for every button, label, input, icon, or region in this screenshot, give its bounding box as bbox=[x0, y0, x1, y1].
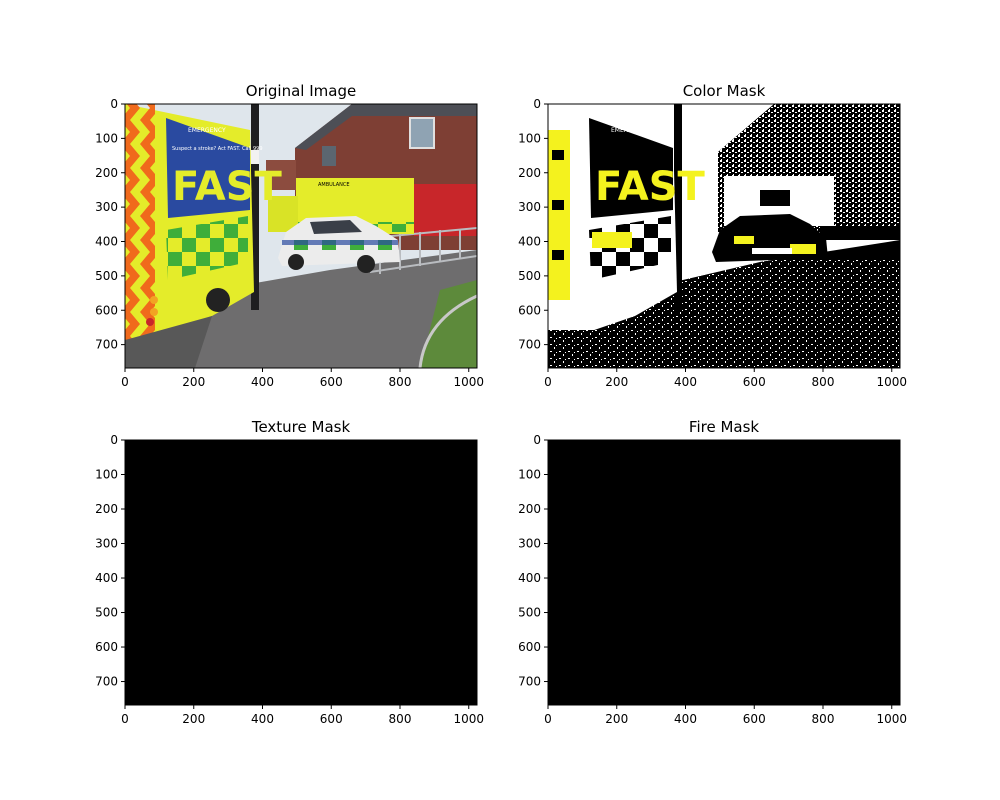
panel-0-xtick-label: 800 bbox=[389, 375, 412, 389]
panel-0-ytick-label: 500 bbox=[95, 269, 118, 283]
panel-0-xtick-label: 0 bbox=[121, 375, 129, 389]
panel-3-ytick-label: 0 bbox=[533, 433, 541, 447]
panel-2-ytick-label: 300 bbox=[95, 537, 118, 551]
panel-3-xtick-label: 1000 bbox=[876, 712, 907, 726]
photo-fast-text: FAST bbox=[172, 164, 283, 210]
panel-3-axes: Fire Mask 0 200 400 600 800 1000 0 100 200 300 400 5… bbox=[518, 418, 907, 726]
panel-1-ytick-label: 700 bbox=[518, 338, 541, 352]
panel-0-axes: Original Image 0 200 400 600 800 1000 0 100 200 30… bbox=[95, 82, 484, 389]
panel-fire-mask bbox=[548, 440, 900, 705]
panel-2-xtick-label: 0 bbox=[121, 712, 129, 726]
panel-1-ytick-label: 0 bbox=[533, 97, 541, 111]
panel-0-ytick-label: 700 bbox=[95, 338, 118, 352]
panel-2-ytick-label: 100 bbox=[95, 468, 118, 482]
panel-3-ytick-label: 100 bbox=[518, 468, 541, 482]
panel-0-xtick-label: 1000 bbox=[453, 375, 484, 389]
panel-1-xtick-label: 200 bbox=[605, 375, 628, 389]
panel-1-xtick-label: 1000 bbox=[876, 375, 907, 389]
panel-3-ytick-label: 400 bbox=[518, 571, 541, 585]
photo-ambulance-text: AMBULANCE bbox=[318, 182, 350, 188]
panel-color-mask: FAST EMERGENCY bbox=[548, 104, 900, 368]
panel-3-xtick-label: 800 bbox=[812, 712, 835, 726]
panel-3-frame bbox=[547, 439, 901, 706]
panel-2-xtick-label: 600 bbox=[320, 712, 343, 726]
panel-3-ytick-label: 300 bbox=[518, 537, 541, 551]
panel-0-xtick-label: 600 bbox=[320, 375, 343, 389]
panel-2-ytick-label: 600 bbox=[95, 640, 118, 654]
panel-original-image: AMBULANCE FAST EMERGENCY Suspect bbox=[125, 104, 477, 368]
panel-3-title: Fire Mask bbox=[689, 418, 759, 436]
panel-2-xtick-label: 800 bbox=[389, 712, 412, 726]
panel-2-axes: Texture Mask 0 200 400 600 800 1000 0 100 200 300 4… bbox=[95, 418, 484, 726]
panel-3-ytick-label: 500 bbox=[518, 606, 541, 620]
panel-1-ytick-label: 300 bbox=[518, 200, 541, 214]
panel-0-ytick-label: 600 bbox=[95, 303, 118, 317]
panel-3-xtick-label: 0 bbox=[544, 712, 552, 726]
panel-3-xtick-label: 400 bbox=[674, 712, 697, 726]
panel-0-frame bbox=[124, 103, 478, 369]
panel-2-xtick-label: 400 bbox=[251, 712, 274, 726]
panel-1-xtick-label: 600 bbox=[743, 375, 766, 389]
mask-emergency-text: EMERGENCY bbox=[611, 127, 649, 134]
panel-2-ytick-label: 200 bbox=[95, 502, 118, 516]
mask-fast-text: FAST bbox=[595, 164, 706, 210]
panel-3-xtick-label: 200 bbox=[605, 712, 628, 726]
panel-2-title: Texture Mask bbox=[251, 418, 351, 436]
panel-0-title: Original Image bbox=[246, 82, 356, 100]
panel-1-frame bbox=[547, 103, 901, 369]
panel-texture-mask bbox=[125, 440, 477, 705]
photo-stroke-text: Suspect a stroke? Act FAST. Call 999 bbox=[172, 146, 263, 152]
panel-0-ytick-label: 100 bbox=[95, 131, 118, 145]
panel-1-xtick-label: 400 bbox=[674, 375, 697, 389]
panel-1-xtick-label: 0 bbox=[544, 375, 552, 389]
panel-0-ytick-label: 200 bbox=[95, 166, 118, 180]
panel-1-axes: Color Mask 0 200 400 600 800 1000 0 100 200 300 400… bbox=[518, 82, 907, 389]
panel-2-ytick-label: 0 bbox=[110, 433, 118, 447]
panel-3-ytick-label: 600 bbox=[518, 640, 541, 654]
panel-3-ytick-label: 700 bbox=[518, 675, 541, 689]
panel-1-ytick-label: 200 bbox=[518, 166, 541, 180]
panel-3-xtick-label: 600 bbox=[743, 712, 766, 726]
panel-0-ytick-label: 300 bbox=[95, 200, 118, 214]
panel-2-ytick-label: 500 bbox=[95, 606, 118, 620]
panel-1-xtick-label: 800 bbox=[812, 375, 835, 389]
color-mask-image: FAST EMERGENCY bbox=[548, 104, 900, 368]
panel-0-xtick-label: 200 bbox=[182, 375, 205, 389]
panel-2-ytick-label: 400 bbox=[95, 571, 118, 585]
fire-mask-image bbox=[548, 440, 900, 705]
panel-1-ytick-label: 100 bbox=[518, 131, 541, 145]
panel-3-ytick-label: 200 bbox=[518, 502, 541, 516]
texture-mask-image bbox=[125, 440, 477, 705]
original-photo: AMBULANCE FAST EMERGENCY Suspect bbox=[125, 104, 477, 368]
panel-2-xtick-label: 200 bbox=[182, 712, 205, 726]
panel-2-xtick-label: 1000 bbox=[453, 712, 484, 726]
panel-1-ytick-label: 600 bbox=[518, 303, 541, 317]
panel-0-xtick-label: 400 bbox=[251, 375, 274, 389]
panel-1-title: Color Mask bbox=[683, 82, 766, 100]
panel-2-frame bbox=[124, 439, 478, 706]
panel-0-ytick-label: 0 bbox=[110, 97, 118, 111]
photo-emergency-text: EMERGENCY bbox=[188, 127, 226, 134]
panel-2-ytick-label: 700 bbox=[95, 675, 118, 689]
panel-0-ytick-label: 400 bbox=[95, 235, 118, 249]
panel-1-ytick-label: 400 bbox=[518, 235, 541, 249]
panel-1-ytick-label: 500 bbox=[518, 269, 541, 283]
